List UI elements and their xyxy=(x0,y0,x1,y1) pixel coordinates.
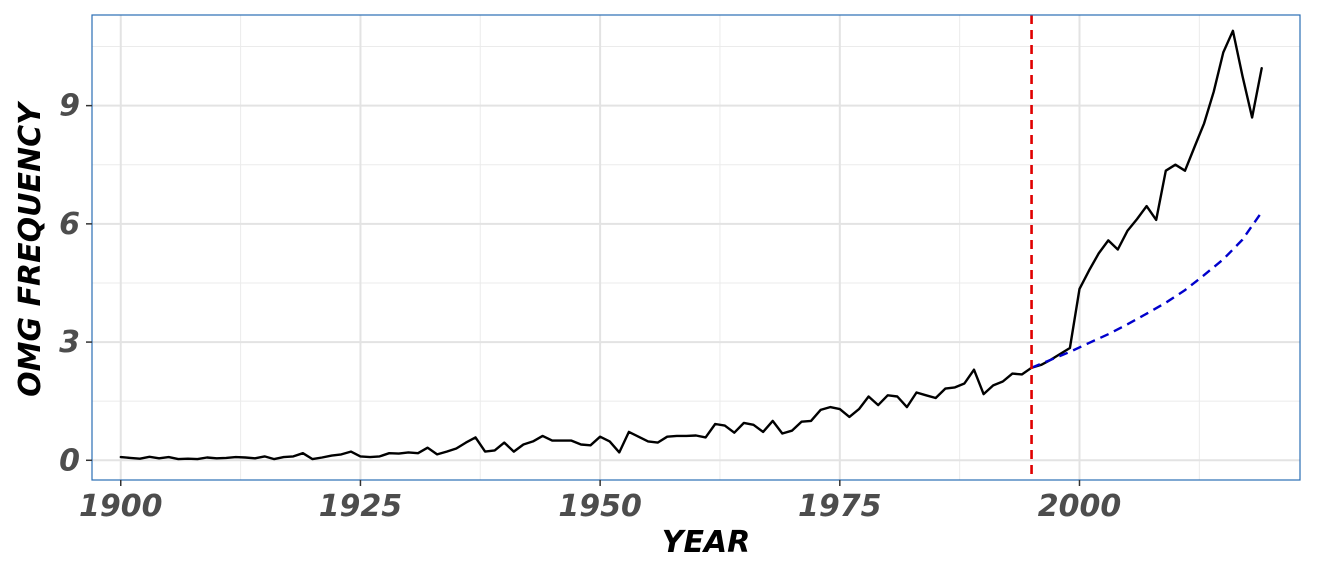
series-layer xyxy=(119,29,1263,461)
x-axis-title: YEAR xyxy=(662,525,751,560)
y-tick-label: 0 xyxy=(59,443,80,478)
x-tick-label: 1900 xyxy=(79,489,163,524)
y-tick-label: 3 xyxy=(59,325,80,360)
x-tick-label: 1950 xyxy=(558,489,642,524)
projection-line xyxy=(1031,211,1263,369)
minor-gridlines xyxy=(92,15,1300,480)
x-tick-label: 1925 xyxy=(319,489,403,524)
y-tick-label: 9 xyxy=(59,89,80,124)
plot-panel xyxy=(92,15,1300,480)
x-axis-ticks: 1900 1925 1950 1975 2000 xyxy=(79,480,1121,524)
major-gridlines xyxy=(92,15,1300,480)
plot-panel-border xyxy=(91,14,1301,481)
x-tick-label: 1975 xyxy=(798,489,882,524)
frequency-line xyxy=(119,29,1263,461)
y-axis-ticks: 0 3 6 9 xyxy=(59,89,92,478)
y-axis-title: OMG FREQUENCY xyxy=(13,100,48,397)
x-tick-label: 2000 xyxy=(1038,489,1122,524)
y-tick-label: 6 xyxy=(59,207,80,242)
